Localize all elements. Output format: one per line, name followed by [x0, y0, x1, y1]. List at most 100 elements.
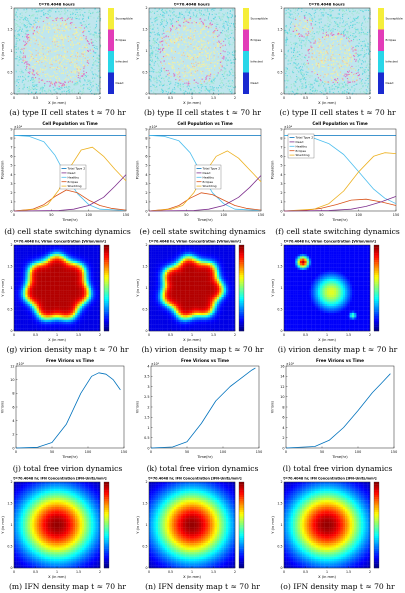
y-axis-label: Y (in mm) [271, 516, 275, 534]
state-legend-swatch [242, 7, 249, 30]
legend-label: Dead [68, 171, 76, 175]
virion-map-xtick-label: 0.5 [168, 333, 173, 337]
axes-box [148, 482, 236, 569]
plot-title: Cell Population vs Time [177, 121, 233, 126]
legend-label: Total Type 2 [295, 135, 314, 139]
cell-map-ytick-label: 0 [145, 92, 147, 96]
panel-caption: (f) cell state switching dynamics [275, 226, 400, 236]
legend-label: Total Type 2 [67, 166, 86, 170]
plot-title: t=70.4048 hr, IFN Concentration [IFN-Uni… [283, 477, 377, 481]
x-axis-label: Time(hr) [61, 218, 78, 222]
ifn-map-xtick-label: 1 [191, 570, 193, 574]
y-exponent-label: ×10⁵ [286, 362, 295, 366]
x-axis-label: X (in mm) [318, 101, 336, 105]
cell-map-ytick-label: 0 [10, 92, 12, 96]
virions-ytick-label: 0 [12, 446, 14, 450]
ifn-map-ytick-label: 0.5 [7, 545, 12, 549]
ifn-map-ytick-label: 0 [10, 567, 12, 571]
virions-ytick-label: 10 [280, 395, 284, 399]
virion-map-ytick-label: 0 [145, 329, 147, 333]
ifn-colorbar [103, 482, 110, 569]
virion-map-xtick-label: 0.5 [33, 333, 38, 337]
virions-xtick-label: 150 [391, 450, 397, 454]
cell-map-xtick-label: 0.5 [33, 96, 38, 100]
population-ytick-label: 1 [10, 200, 12, 204]
x-axis-label: X (in mm) [183, 338, 201, 342]
ifn-map-xtick-label: 0 [283, 570, 285, 574]
virions-xtick-label: 150 [256, 450, 262, 454]
virion-map-xtick-label: 1 [326, 333, 328, 337]
virion-map-xtick-label: 2 [234, 333, 236, 337]
virion-map-ytick-label: 1 [10, 286, 12, 290]
free-virions-line [15, 372, 121, 449]
state-legend-label: Susceptible [385, 17, 402, 21]
virions-xtick-label: 0 [285, 450, 287, 454]
population-ytick-label: 4 [280, 172, 282, 176]
virion-map-ytick-label: 0.5 [7, 308, 12, 312]
ifn-map-ytick-label: 2 [280, 481, 282, 485]
virion-map-xtick-label: 0 [13, 333, 15, 337]
virions-xtick-label: 100 [355, 450, 361, 454]
virion-map-xtick-label: 0 [283, 333, 285, 337]
virions-ytick-label: 2.5 [144, 395, 149, 399]
virions-ytick-label: 6 [12, 405, 14, 409]
state-legend-label: Eclipse [385, 38, 396, 42]
virions-xtick-label: 100 [220, 450, 226, 454]
virions-ytick-label: 4 [282, 426, 284, 430]
population-ytick-label: 3 [280, 182, 282, 186]
legend-label: Shedding [68, 184, 82, 188]
legend-label: Dead [296, 140, 304, 144]
panel-0-1: t=70.4048 hours 0 0.5 1 1.5 2 0 0.5 1 1.5 2 X (in m… [135, 0, 270, 119]
virion-map-ytick-label: 1 [145, 286, 147, 290]
virion-map-xtick-label: 0 [148, 333, 150, 337]
virion-colorbar [103, 245, 110, 332]
panel-caption: (j) total free virion dynamics [12, 463, 123, 473]
population-ytick-label: 8 [145, 136, 147, 140]
panel-1-1: Cell Population vs Time ×10⁴ 0 50 100 150 0 1 2 3… [135, 119, 270, 238]
virions-ytick-label: 10 [10, 378, 14, 382]
cell-map-ytick-label: 0.5 [142, 71, 147, 75]
ifn-map-ytick-label: 1 [280, 524, 282, 528]
series-line-dead [13, 173, 127, 211]
virions-ytick-label: 2 [12, 432, 14, 436]
cell-state-dots [149, 8, 237, 96]
panel-caption: (k) total free virion dynamics [146, 463, 259, 473]
virion-colorbar [373, 245, 380, 332]
legend-label: Shedding [203, 184, 217, 188]
x-axis-label: Time(hr) [196, 218, 213, 222]
population-ytick-label: 4 [145, 172, 147, 176]
ifn-map-xtick-label: 0.5 [303, 570, 308, 574]
y-axis-label: Y (in mm) [1, 42, 5, 60]
ifn-map-xtick-label: 2 [234, 570, 236, 574]
cell-map-ytick-label: 0.5 [277, 71, 282, 75]
cell-map-xtick-label: 1 [191, 96, 193, 100]
x-axis-label: X (in mm) [48, 101, 66, 105]
legend-label: Healthy [203, 175, 215, 179]
population-ytick-label: 8 [280, 136, 282, 140]
axes-box [150, 365, 260, 449]
population-ytick-label: 1 [280, 200, 282, 204]
state-legend-swatch [107, 72, 114, 94]
population-ytick-label: 0 [10, 209, 12, 213]
series-line-shedding [148, 150, 262, 211]
virion-map-xtick-label: 1.5 [76, 333, 81, 337]
virion-map-ytick-label: 0.5 [277, 308, 282, 312]
virions-ytick-label: 16 [280, 364, 284, 368]
panel-1-0: Cell Population vs Time ×10⁴ 0 50 100 150 0 1 2 3… [0, 119, 135, 238]
y-axis-label: Population [136, 160, 140, 179]
x-axis-label: X (in mm) [48, 575, 66, 579]
population-xtick-label: 100 [85, 213, 91, 217]
free-virions-line [150, 367, 256, 449]
axes-box [13, 128, 127, 211]
panel-caption: (h) virion density map t ≈ 70 hr [141, 345, 264, 355]
series-line-shedding [13, 146, 127, 211]
cell-map-xtick-label: 2 [234, 96, 236, 100]
y-exponent-label: ×10⁵ [151, 362, 160, 366]
y-axis-label: Population [271, 160, 275, 179]
population-ytick-label: 2 [10, 191, 12, 195]
y-axis-label: Virions [271, 401, 275, 413]
cell-state-dots [284, 7, 372, 96]
cell-map-xtick-label: 1 [56, 96, 58, 100]
state-legend-label: Dead [385, 81, 393, 85]
ifn-map-xtick-label: 1.5 [76, 570, 81, 574]
